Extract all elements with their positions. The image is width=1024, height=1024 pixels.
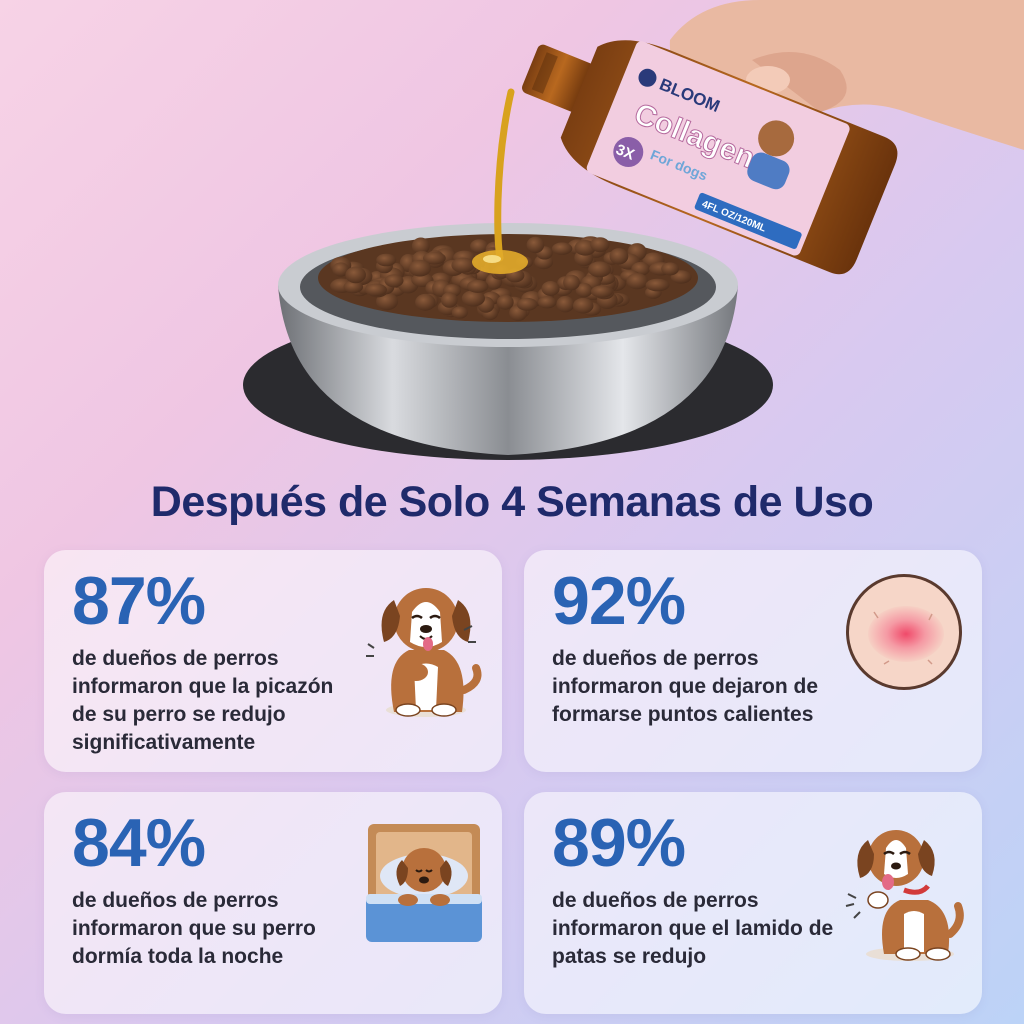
headline: Después de Solo 4 Semanas de Uso [150, 478, 874, 526]
kibble-piece [609, 248, 629, 265]
skin-hot-spot-icon [846, 574, 962, 690]
kibble-piece [423, 251, 446, 265]
kibble-piece [645, 278, 670, 292]
stat-card-sleep: 84% de dueños de perros informaron que s… [44, 792, 502, 1014]
kibble-piece [563, 274, 580, 291]
kibble-piece [364, 283, 387, 297]
stat-description: de dueños de perros informaron que la pi… [72, 647, 334, 754]
paw-icon [638, 68, 657, 87]
kibble-piece [541, 281, 560, 296]
kibble-piece [551, 242, 573, 255]
kibble-piece [626, 273, 648, 290]
kibble-piece [415, 293, 436, 311]
kibble-piece [376, 292, 399, 311]
kibble-piece [345, 266, 367, 284]
kibble-piece [451, 306, 468, 319]
scratching-dog-icon [366, 588, 482, 717]
kibble-piece [470, 239, 489, 254]
kibble-piece [461, 290, 485, 307]
kibble-piece [661, 262, 679, 276]
kibble-piece [451, 257, 475, 273]
bottle-badge: 3X [613, 141, 636, 164]
stat-description: de dueños de perros informaron que su pe… [72, 889, 316, 968]
oil-stream [472, 88, 528, 274]
kibble-piece [537, 296, 557, 309]
stat-percent: 92% [552, 563, 686, 639]
stat-percent: 84% [72, 805, 206, 881]
stat-card-hot-spots: 92% de dueños de perros informaron que d… [524, 550, 982, 772]
kibble-piece [575, 283, 593, 298]
stat-percent: 87% [72, 563, 206, 639]
stat-card-paw-licking: 89% de dueños de perros informaron que e… [524, 792, 982, 1014]
stat-description: de dueños de perros informaron que el la… [552, 889, 834, 968]
kibble-piece [516, 297, 538, 311]
kibble-piece [408, 259, 432, 277]
kibble-piece [496, 294, 514, 310]
kibble-piece [467, 279, 489, 293]
kibble [330, 236, 692, 322]
kibble-piece [376, 253, 397, 267]
kibble-piece [590, 237, 610, 253]
sleeping-dog-icon [366, 824, 482, 942]
stat-percent: 89% [552, 805, 686, 881]
kibble-piece [332, 262, 350, 277]
stat-card-itching: 87% de dueños de perros informaron que l… [44, 550, 502, 772]
kibble-piece [441, 292, 458, 308]
kibble-piece [572, 297, 594, 314]
kibble-piece [411, 237, 430, 255]
kibble-piece [384, 274, 404, 288]
collagen-bottle: BLOOM Collagen 3X For dogs 4FL OZ/120ML [522, 40, 898, 275]
kibble-piece [526, 236, 545, 254]
kibble-piece [556, 296, 575, 313]
kibble-piece [590, 285, 613, 298]
hero-illustration: BLOOM Collagen 3X For dogs 4FL OZ/120ML [243, 0, 1024, 460]
kibble-piece [343, 280, 364, 294]
kibble-piece [588, 261, 612, 278]
licking-dog-icon [845, 830, 964, 961]
stat-description: de dueños de perros informaron que dejar… [552, 647, 819, 726]
